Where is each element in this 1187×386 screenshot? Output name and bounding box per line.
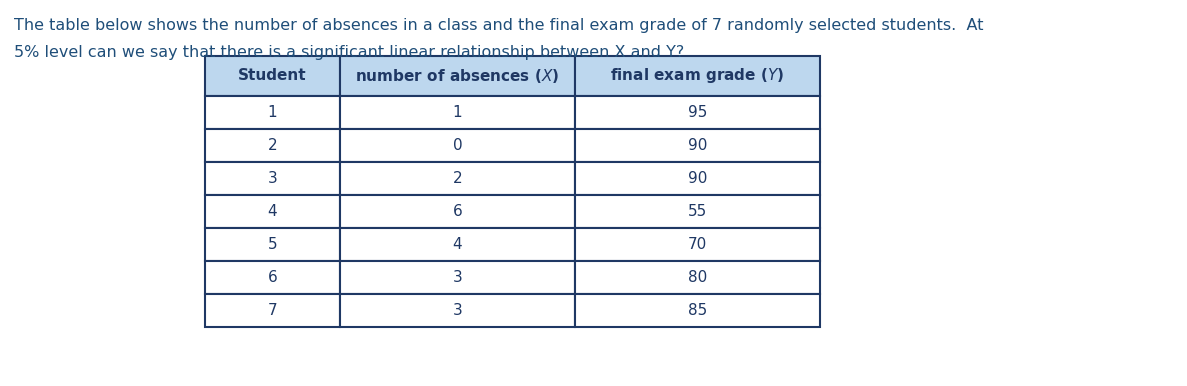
Bar <box>205 228 339 261</box>
Text: 6: 6 <box>267 270 278 285</box>
Text: number of absences ($X$): number of absences ($X$) <box>355 67 560 85</box>
Bar <box>575 162 820 195</box>
Bar <box>339 96 575 129</box>
Text: 70: 70 <box>688 237 707 252</box>
Text: 5% level can we say that there is a significant linear relationship between X an: 5% level can we say that there is a sign… <box>14 45 684 60</box>
Bar <box>339 162 575 195</box>
Bar <box>205 195 339 228</box>
Text: 4: 4 <box>452 237 462 252</box>
Bar <box>575 228 820 261</box>
Bar <box>575 294 820 327</box>
Bar <box>205 56 339 96</box>
Bar <box>205 96 339 129</box>
Text: 0: 0 <box>452 138 462 153</box>
Bar <box>339 195 575 228</box>
Text: final exam grade ($Y$): final exam grade ($Y$) <box>610 66 785 86</box>
Text: 3: 3 <box>452 270 463 285</box>
Bar <box>339 294 575 327</box>
Bar <box>205 129 339 162</box>
Bar <box>575 96 820 129</box>
Bar <box>205 261 339 294</box>
Text: 5: 5 <box>268 237 278 252</box>
Bar <box>575 261 820 294</box>
Bar <box>575 56 820 96</box>
Bar <box>339 228 575 261</box>
Text: 3: 3 <box>267 171 278 186</box>
Bar <box>339 261 575 294</box>
Text: 55: 55 <box>688 204 707 219</box>
Text: Student: Student <box>239 68 306 83</box>
Text: 80: 80 <box>688 270 707 285</box>
Bar <box>339 56 575 96</box>
Text: 1: 1 <box>268 105 278 120</box>
Bar <box>339 129 575 162</box>
Bar <box>575 195 820 228</box>
Text: 3: 3 <box>452 303 463 318</box>
Text: 6: 6 <box>452 204 463 219</box>
Text: 2: 2 <box>452 171 462 186</box>
Bar <box>575 129 820 162</box>
Bar <box>205 294 339 327</box>
Text: The table below shows the number of absences in a class and the final exam grade: The table below shows the number of abse… <box>14 18 984 33</box>
Bar <box>205 162 339 195</box>
Text: 2: 2 <box>268 138 278 153</box>
Text: 1: 1 <box>452 105 462 120</box>
Text: 95: 95 <box>687 105 707 120</box>
Text: 85: 85 <box>688 303 707 318</box>
Text: 7: 7 <box>268 303 278 318</box>
Text: 4: 4 <box>268 204 278 219</box>
Text: 90: 90 <box>687 171 707 186</box>
Text: 90: 90 <box>687 138 707 153</box>
